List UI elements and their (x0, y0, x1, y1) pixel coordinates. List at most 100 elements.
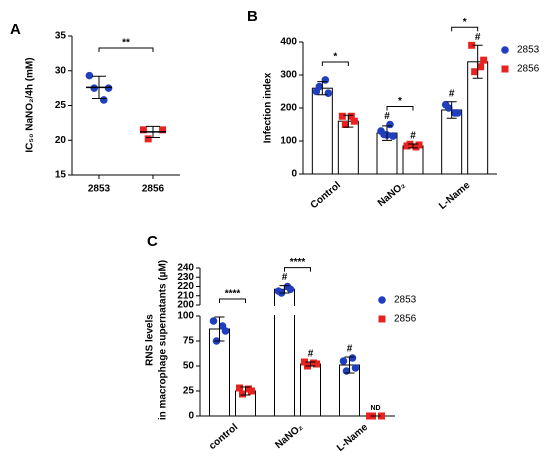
flag: # (347, 344, 353, 355)
x-tick-label: 2856 (142, 184, 165, 195)
point (386, 120, 394, 129)
point (351, 364, 360, 372)
point (444, 104, 453, 112)
point (341, 121, 349, 128)
bracket-label: * (333, 52, 337, 63)
error-bar (146, 125, 160, 138)
y-axis-label: in macrophage supernatants (µM) (158, 260, 169, 420)
y-tick-label: 30 (55, 65, 67, 76)
point (348, 354, 357, 362)
point (236, 384, 243, 392)
y-tick-label: 75 (183, 336, 195, 347)
legend-label: 2853 (394, 295, 417, 306)
point (209, 317, 218, 325)
point (239, 390, 246, 398)
y-tick-label: 25 (183, 386, 195, 397)
point (85, 71, 94, 80)
error-bar (279, 285, 290, 294)
error-bar (382, 125, 392, 141)
legend-label: 2853 (517, 45, 540, 56)
point (301, 358, 308, 366)
point (324, 89, 333, 97)
error-bar (317, 81, 328, 96)
error-bar (305, 361, 316, 367)
flag: # (410, 131, 416, 142)
flag: # (384, 111, 390, 122)
y-tick-label: 200 (177, 300, 194, 311)
flag: # (449, 88, 455, 99)
bracket-label: **** (290, 257, 306, 268)
bar (337, 120, 359, 175)
bracket (284, 267, 311, 272)
y-tick-label: 210 (177, 290, 194, 301)
point (310, 359, 317, 367)
legend-marker (378, 315, 386, 323)
x-tick-label: L-Name (437, 180, 473, 212)
legend-marker (501, 65, 509, 73)
point (412, 143, 420, 151)
panel-label: B (247, 8, 258, 25)
point (100, 96, 108, 104)
point (347, 112, 355, 120)
y-tick-label: 15 (55, 170, 67, 181)
point (144, 135, 152, 143)
flag: # (308, 349, 314, 360)
error-bar (240, 386, 251, 396)
flag: # (475, 32, 481, 43)
error-bar (446, 101, 457, 119)
flag: # (282, 272, 288, 283)
point (378, 412, 385, 420)
panel-label: A (10, 21, 21, 38)
error-bar (214, 316, 225, 342)
point (245, 385, 252, 393)
y-tick-label: 0 (291, 169, 297, 180)
y-axis-label: Infection index (263, 72, 274, 143)
y-axis-label: IC₅₀ NaNO₂/4h (mM) (25, 57, 36, 152)
legend-marker (501, 46, 509, 54)
y-tick-label: 400 (280, 37, 297, 48)
point (218, 322, 227, 330)
bracket (98, 47, 154, 52)
y-tick-label: 100 (177, 311, 194, 322)
point (471, 68, 479, 76)
error-bar (92, 75, 106, 100)
panel-label: C (147, 233, 158, 250)
legend-marker (378, 296, 386, 304)
y-tick-label: 100 (280, 136, 297, 147)
bracket-label: * (398, 96, 402, 107)
x-tick-label: L-Name (335, 422, 371, 454)
point (350, 117, 358, 125)
point (315, 82, 324, 91)
error-bar (472, 44, 483, 79)
y-tick-label: 50 (183, 361, 195, 372)
point (159, 126, 167, 134)
point (480, 56, 488, 64)
y-tick-label: 230 (177, 272, 194, 283)
point (338, 112, 346, 120)
error-bar (343, 114, 354, 128)
y-tick-label: 220 (177, 281, 194, 292)
y-tick-label: 240 (177, 263, 194, 274)
error-bar (408, 143, 418, 149)
bracket-label: ** (122, 38, 130, 49)
x-tick-label: Control (309, 180, 343, 211)
point (139, 126, 147, 134)
bracket (386, 106, 414, 111)
bracket-label: * (463, 17, 467, 28)
bracket (321, 61, 349, 66)
legend-label: 2856 (517, 64, 540, 75)
y-tick-label: 300 (280, 70, 297, 81)
point (477, 63, 485, 71)
x-tick-label: NaNO₂ (376, 180, 408, 209)
bracket-label: **** (225, 289, 241, 300)
point (283, 282, 292, 291)
flag: ND (370, 405, 380, 412)
x-tick-label: 2853 (88, 184, 111, 195)
bracket (451, 26, 479, 32)
bar (311, 87, 333, 175)
point (339, 357, 348, 365)
point (389, 132, 397, 140)
bar (300, 363, 321, 417)
bracket (219, 298, 246, 303)
